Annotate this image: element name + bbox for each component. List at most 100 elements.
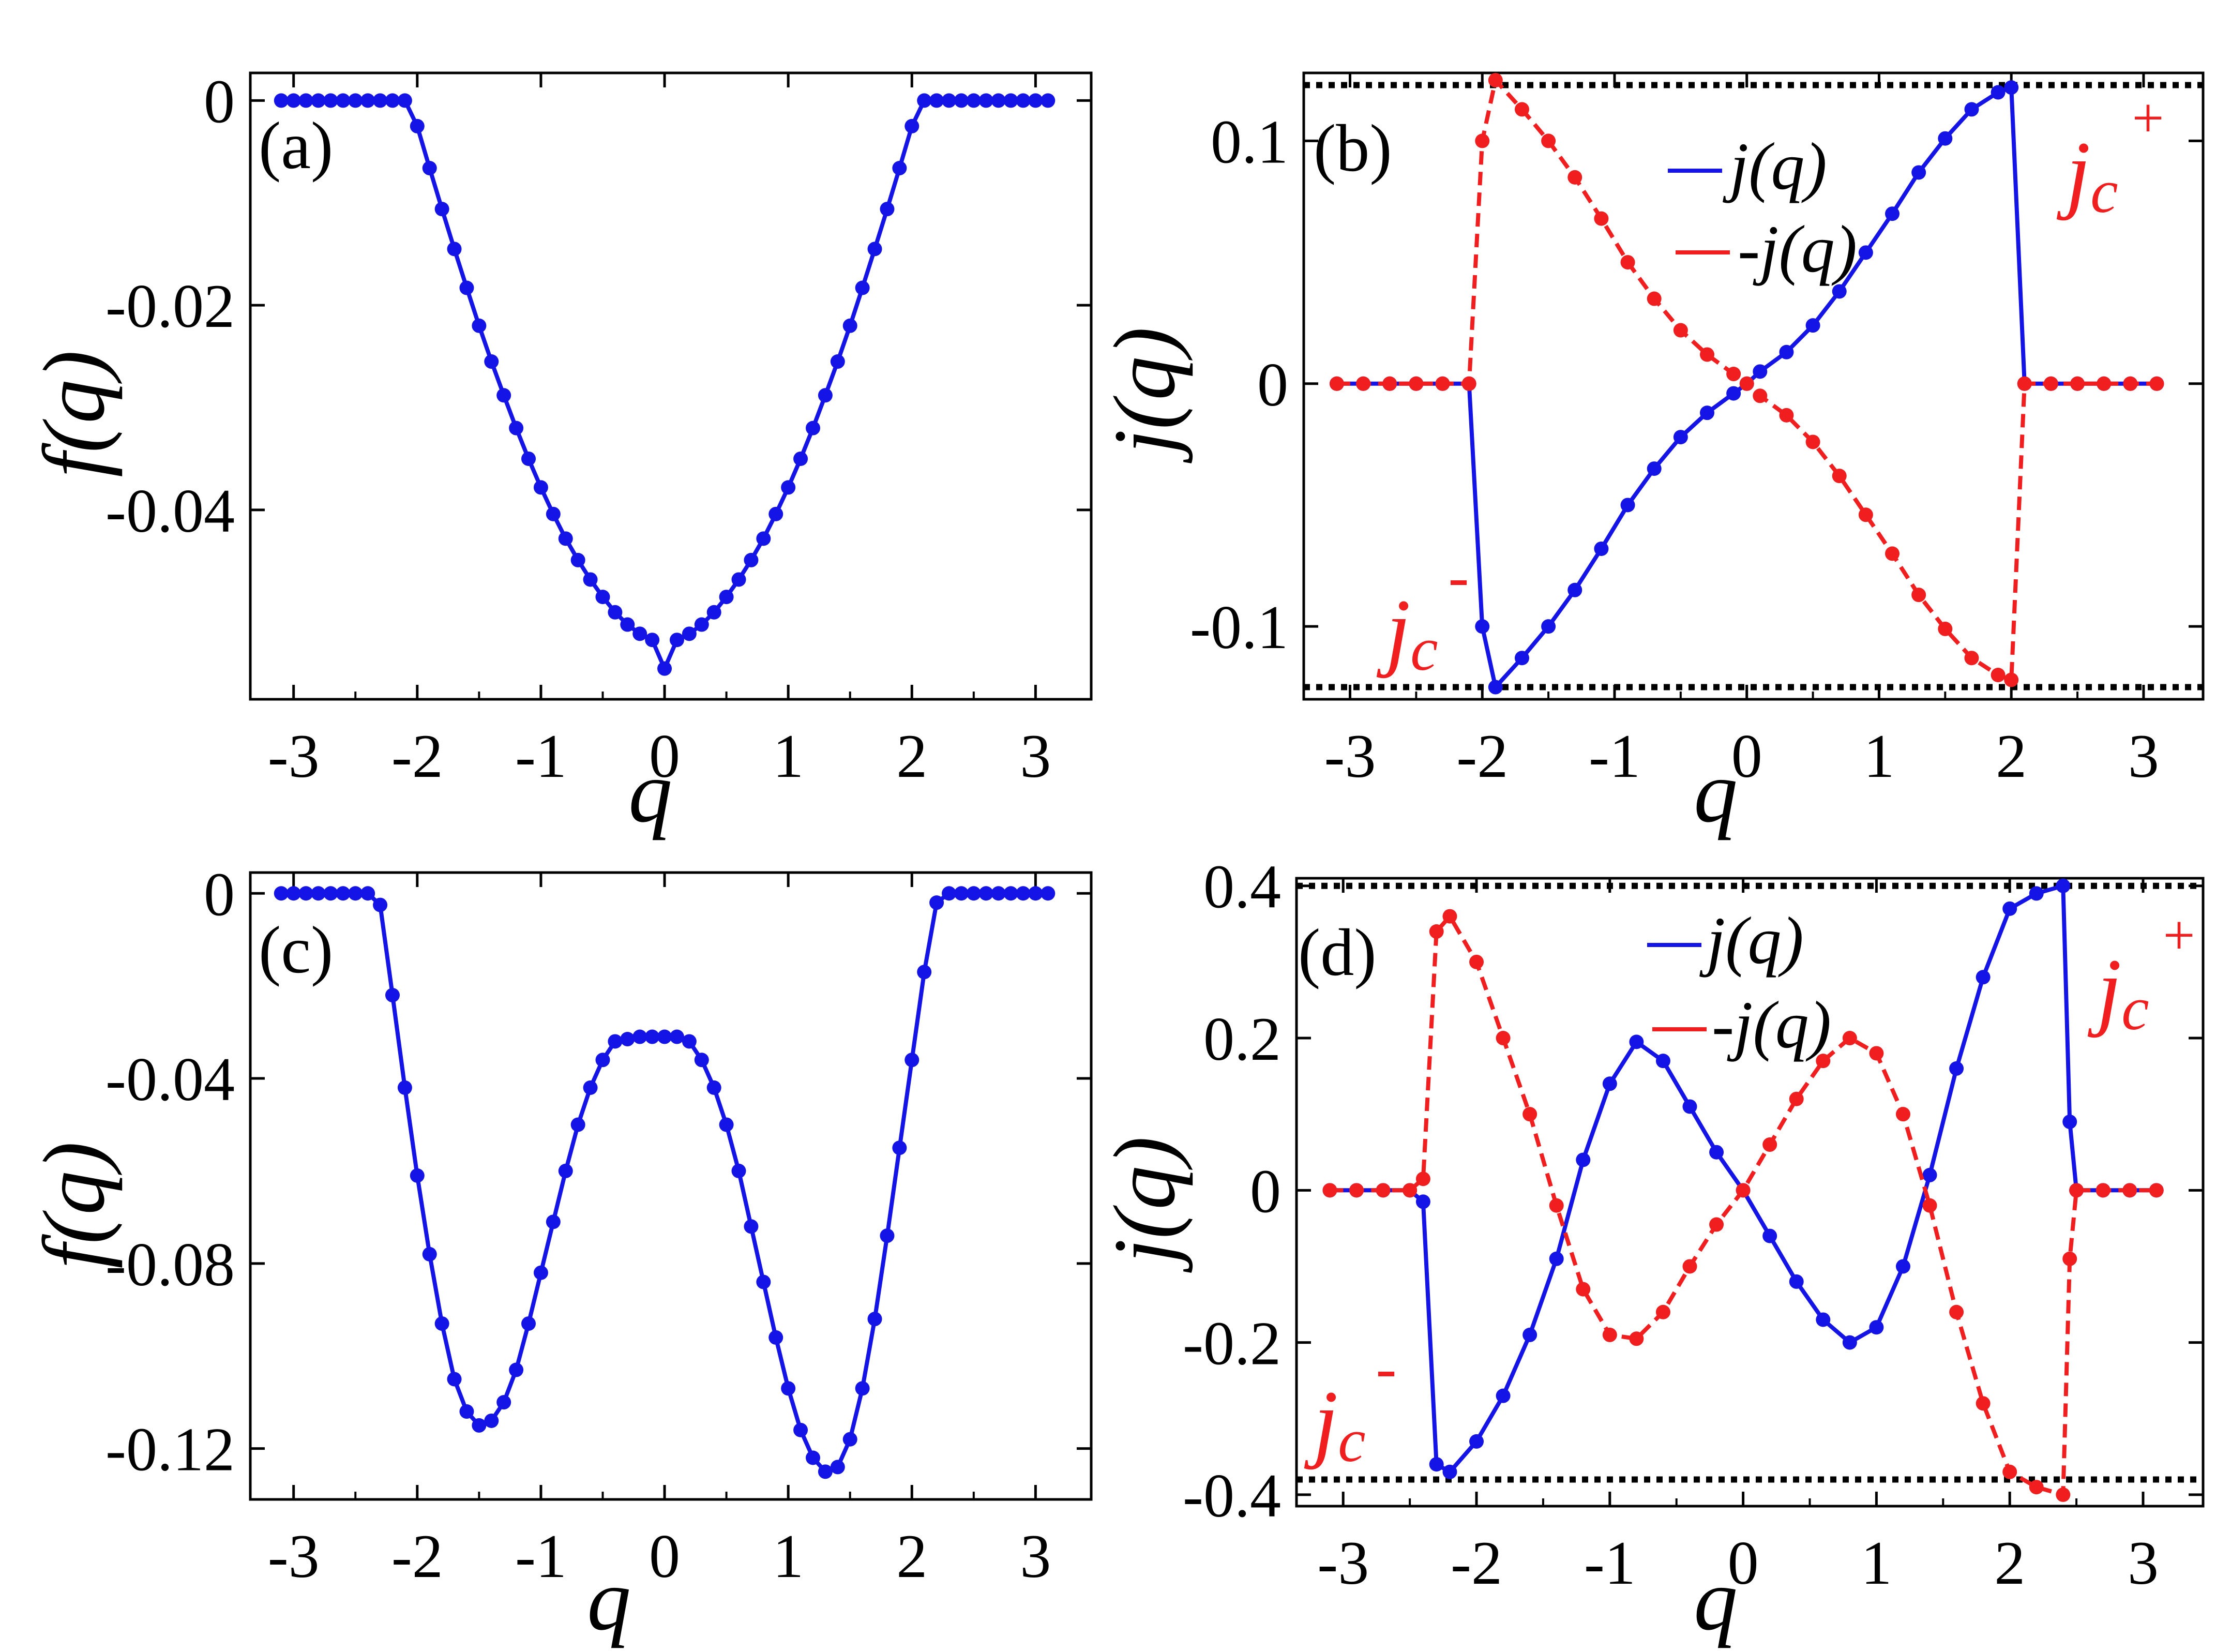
ylabel-c: f(q) [25, 1142, 123, 1268]
ticks-a [250, 73, 1091, 699]
data-point-a-0 [336, 93, 351, 108]
xtick-label-b: -1 [1589, 722, 1640, 790]
data-point-c-0 [360, 886, 375, 901]
data-point-c-0 [608, 1034, 623, 1049]
data-point-a-0 [842, 318, 857, 333]
xtick-label-d: -1 [1584, 1528, 1636, 1597]
xtick-label-d: 1 [1861, 1528, 1892, 1597]
ytick-label-d: 0 [1250, 1157, 1281, 1225]
data-point-d-1 [1429, 924, 1444, 939]
data-point-a-0 [533, 480, 548, 495]
panel-label-c: (c) [259, 913, 333, 987]
data-point-b-1 [1356, 376, 1371, 391]
data-point-b-0 [1885, 206, 1900, 221]
data-point-d-1 [1895, 1107, 1910, 1122]
data-point-c-0 [991, 886, 1006, 901]
data-point-c-0 [793, 1422, 808, 1437]
data-point-a-0 [298, 93, 313, 108]
data-point-c-0 [682, 1034, 697, 1049]
data-point-d-1 [2122, 1183, 2137, 1198]
data-point-a-0 [978, 93, 993, 108]
xtick-labels-c: -3 -2 -1 0 1 2 3 [268, 1522, 1051, 1590]
data-point-d-1 [1403, 1183, 1418, 1198]
jc-plus-main-d: j [2087, 941, 2121, 1038]
data-point-c-0 [274, 886, 289, 901]
data-point-b-0 [1699, 406, 1714, 420]
data-point-c-0 [966, 886, 981, 901]
data-point-c-0 [706, 1080, 721, 1095]
data-point-c-0 [954, 886, 969, 901]
xtick-label-b: -3 [1324, 722, 1376, 790]
data-point-d-1 [1736, 1183, 1751, 1198]
data-point-d-1 [2056, 1487, 2071, 1502]
data-point-a-0 [731, 572, 746, 587]
data-point-b-1 [1779, 408, 1794, 423]
legend-label-j-d: j(q) [1699, 904, 1804, 978]
ylabel-b: j(q) [1096, 327, 1193, 463]
data-point-c-0 [1003, 886, 1018, 901]
data-point-c-0 [880, 1228, 895, 1243]
data-point-a-0 [558, 531, 573, 546]
data-point-d-1 [1949, 1304, 1964, 1319]
data-point-d-1 [2062, 1251, 2077, 1266]
data-point-d-0 [1842, 1335, 1857, 1350]
data-point-a-0 [608, 605, 623, 620]
plot-frame-a [249, 71, 1093, 701]
data-point-a-0 [434, 202, 449, 217]
legend-d: j(q) -j(q) [1647, 904, 1831, 1062]
data-point-a-0 [929, 93, 944, 108]
data-point-d-1 [1349, 1183, 1364, 1198]
data-point-d-1 [2096, 1183, 2111, 1198]
data-point-c-0 [620, 1032, 635, 1047]
data-point-d-1 [1469, 954, 1484, 969]
data-point-a-0 [620, 617, 635, 632]
data-point-d-1 [1522, 1107, 1537, 1122]
data-point-b-1 [1753, 388, 1768, 403]
data-point-b-1 [1620, 255, 1635, 270]
data-point-a-0 [991, 93, 1006, 108]
legend-label-j-b: j(q) [1723, 129, 1827, 204]
plot-frame-c [249, 871, 1093, 1501]
ytick-label-b: 0.1 [1211, 107, 1288, 176]
xtick-label-d: 0 [1728, 1528, 1759, 1597]
data-point-d-0 [2002, 901, 2017, 916]
data-point-d-0 [1415, 1194, 1430, 1209]
ticks-b [1304, 73, 2203, 699]
xlabel-d: q [1694, 1551, 1738, 1648]
series-c [274, 886, 1056, 1479]
xtick-label-c: -2 [391, 1522, 443, 1590]
data-point-a-0 [756, 531, 771, 546]
data-point-a-0 [323, 93, 338, 108]
critical-current-lines-b [1304, 82, 2203, 690]
data-point-a-0 [410, 118, 425, 133]
data-point-c-0 [905, 1053, 919, 1068]
data-point-c-0 [942, 886, 957, 901]
data-point-b-1 [1514, 102, 1529, 117]
data-point-b-0 [1832, 284, 1847, 299]
jc-minus-sub-b: c [1410, 614, 1438, 683]
data-point-a-0 [509, 420, 524, 435]
data-point-a-0 [645, 633, 660, 648]
data-point-b-0 [1805, 318, 1820, 333]
data-point-c-0 [583, 1080, 598, 1095]
data-point-a-0 [917, 93, 932, 108]
data-point-b-1 [2123, 376, 2138, 391]
data-point-c-0 [385, 988, 400, 1003]
data-point-b-1 [2017, 376, 2032, 391]
panel-d: 0.40.20-0.2-0.4 -3 -2 -1 0 1 2 3 (d) j(q) -j(q… [1096, 852, 2205, 1648]
ytick-label-d: 0.4 [1203, 852, 1281, 921]
data-point-c-0 [978, 886, 993, 901]
data-point-b-1 [1805, 434, 1820, 449]
data-point-c-0 [286, 886, 301, 901]
data-point-a-0 [521, 451, 536, 466]
data-point-c-0 [867, 1312, 882, 1327]
xtick-label-c: -3 [268, 1522, 320, 1590]
data-point-c-0 [509, 1362, 524, 1377]
data-point-a-0 [496, 388, 511, 403]
plot-frame-b [1302, 71, 2205, 701]
xtick-label-b: 3 [2128, 722, 2159, 790]
xtick-label-b: -2 [1456, 722, 1508, 790]
data-point-d-0 [1429, 1457, 1444, 1472]
data-point-b-0 [1594, 541, 1609, 556]
data-point-d-1 [1682, 1259, 1697, 1274]
